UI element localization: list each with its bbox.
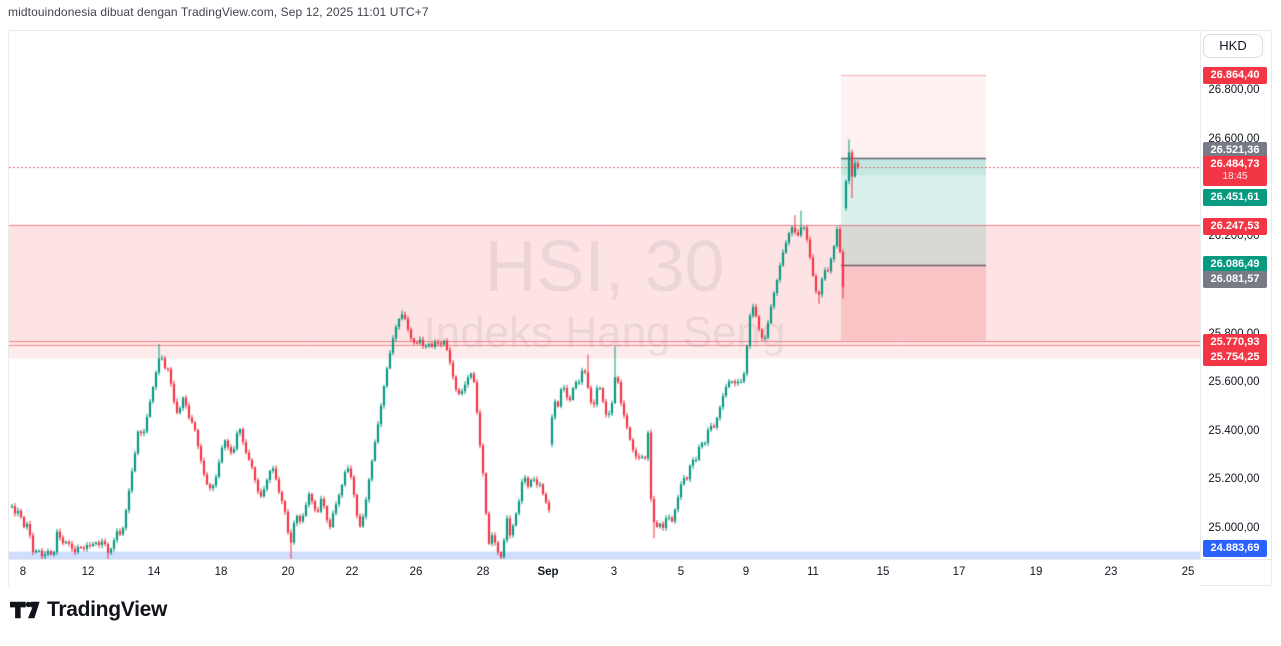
price-tick: 25.400,00 (1208, 424, 1260, 437)
price-tick: 25.200,00 (1208, 473, 1260, 486)
chart-canvas[interactable] (9, 31, 1200, 559)
price-level-flag: 24.883,69 (1203, 539, 1267, 557)
time-tick: 23 (1104, 566, 1118, 578)
axis-corner (1200, 559, 1271, 585)
price-axis[interactable]: 26.800,0026.600,0026.200,0025.800,0025.6… (1200, 31, 1271, 559)
time-axis[interactable]: 8 12 14 18 20 22 26 28 Sep 3 5 9 11 15 17 19 23 25 (9, 559, 1200, 586)
currency-button[interactable]: HKD (1203, 34, 1263, 58)
time-tick: 18 (214, 566, 228, 578)
time-tick: 28 (476, 566, 490, 578)
last-price-flag: 26.484,73 18:45 (1203, 156, 1267, 186)
time-tick: 26 (409, 566, 423, 578)
price-level-flag: 26.086,49 (1203, 255, 1267, 273)
time-tick: 14 (147, 566, 161, 578)
price-tick: 26.800,00 (1208, 84, 1260, 97)
price-pane[interactable]: HSI, 30 Indeks Hang Seng (9, 31, 1200, 559)
time-tick: Sep (537, 566, 559, 578)
time-tick: 9 (742, 566, 750, 578)
price-level-flag: 26.521,36 (1203, 141, 1267, 159)
time-tick: 20 (281, 566, 295, 578)
chart-widget: HSI, 30 Indeks Hang Seng 26.800,0026.600… (8, 30, 1272, 586)
price-level-flag: 25.770,93 (1203, 333, 1267, 351)
price-tick: 25.000,00 (1208, 522, 1260, 534)
time-tick: 19 (1029, 566, 1043, 578)
time-tick: 8 (19, 566, 27, 578)
price-level-flag: 25.754,25 (1203, 348, 1267, 366)
time-tick: 25 (1181, 566, 1195, 578)
tradingview-logo-icon (10, 597, 40, 623)
time-tick: 11 (807, 566, 819, 578)
time-tick: 17 (952, 566, 966, 578)
time-tick: 3 (610, 566, 618, 578)
chart-attribution: midtouindonesia dibuat dengan TradingVie… (8, 5, 429, 19)
time-tick: 15 (876, 566, 890, 578)
price-level-flag: 26.081,57 (1203, 270, 1267, 288)
tradingview-logo[interactable]: TradingView (10, 597, 167, 623)
time-tick: 5 (677, 566, 685, 578)
price-level-flag: 26.451,61 (1203, 188, 1267, 206)
time-tick: 12 (81, 566, 95, 578)
price-level-flag: 26.864,40 (1203, 66, 1267, 84)
time-tick: 22 (345, 566, 359, 578)
tradingview-logo-text: TradingView (47, 598, 168, 621)
price-tick: 25.600,00 (1208, 376, 1260, 389)
price-level-flag: 26.247,53 (1203, 217, 1267, 235)
bar-countdown: 18:45 (1222, 171, 1248, 182)
